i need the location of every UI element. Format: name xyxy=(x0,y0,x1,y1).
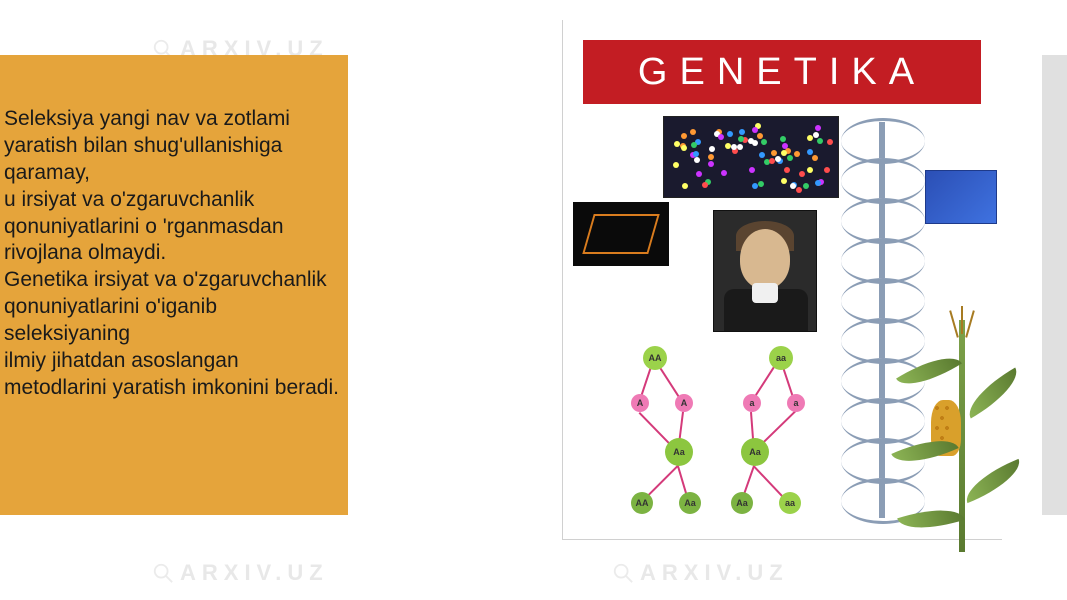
punnett-node: Aa xyxy=(679,492,701,514)
punnett-node: aa xyxy=(779,492,801,514)
text-line: u irsiyat va o'zgaruvchanlik xyxy=(4,187,484,214)
punnett-node: aa xyxy=(769,346,793,370)
punnett-node: Aa xyxy=(731,492,753,514)
punnett-node: AA xyxy=(643,346,667,370)
punnett-node: A xyxy=(631,394,649,412)
text-line: metodlarini yaratish imkonini beradi. xyxy=(4,375,484,402)
text-line: rivojlana olmaydi. xyxy=(4,240,484,267)
chromatin-microscopy-panel xyxy=(663,116,839,198)
gray-side-bar xyxy=(1042,55,1067,515)
text-line: Genetika irsiyat va o'zgaruvchanlik xyxy=(4,267,484,294)
punnett-node: Aa xyxy=(741,438,769,466)
text-line: qonuniyatlarini o 'rganmasdan xyxy=(4,214,484,241)
mendel-portrait xyxy=(713,210,817,332)
slide-body-text: Seleksiya yangi nav va zotlamiyaratish b… xyxy=(4,106,484,402)
punnett-node: AA xyxy=(631,492,653,514)
text-line: Seleksiya yangi nav va zotlami xyxy=(4,106,484,133)
text-line: yaratish bilan shug'ullanishiga xyxy=(4,133,484,160)
punnett-node: A xyxy=(675,394,693,412)
punnett-cross-diagram: AAaaAAaaAaAaAAAaAaaa xyxy=(631,346,807,518)
dna-wireframe-panel xyxy=(573,202,669,266)
blue-gel-panel xyxy=(925,170,997,224)
punnett-node: a xyxy=(743,394,761,412)
punnett-node: a xyxy=(787,394,805,412)
genetika-book-cover: GENETIKA AAaaAAaaAaAaAAAaAaaa xyxy=(562,20,1002,540)
text-line: ilmiy jihatdan asoslangan xyxy=(4,348,484,375)
text-line: qaramay, xyxy=(4,160,484,187)
corn-plant-illustration xyxy=(913,320,1009,552)
book-title: GENETIKA xyxy=(583,40,981,104)
watermark: ARXIV.UZ xyxy=(612,560,789,586)
text-line: seleksiyaning xyxy=(4,321,484,348)
watermark: ARXIV.UZ xyxy=(152,560,329,586)
punnett-node: Aa xyxy=(665,438,693,466)
text-line: qonuniyatlarini o'iganib xyxy=(4,294,484,321)
